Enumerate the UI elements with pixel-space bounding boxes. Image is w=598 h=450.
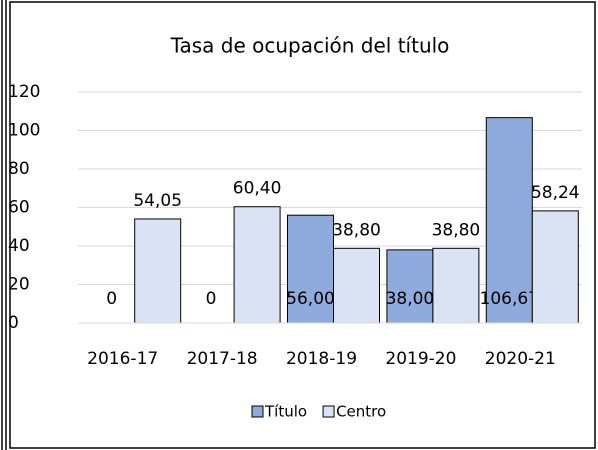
data-label: 58,24 [531,183,580,203]
bar [531,210,579,324]
y-tick-label: 100 [8,121,40,141]
bar [432,247,480,324]
y-tick-label: 20 [8,275,30,295]
y-tick-label: 40 [8,236,30,256]
y-tick-label: 120 [8,82,40,102]
x-tick-label: 2020-21 [485,349,556,369]
data-label: 38,00 [386,289,435,309]
legend-swatch [251,405,264,418]
bar [233,206,281,324]
y-tick-label: 80 [8,159,30,179]
data-label: 54,05 [133,191,182,211]
data-label: 38,80 [332,220,381,240]
bar [386,249,434,324]
legend-label: Centro [336,403,386,421]
data-label: 60,40 [233,179,282,199]
data-label: 56,00 [286,289,335,309]
legend-label: Título [264,403,307,421]
data-label: 38,80 [432,220,481,240]
data-label: 0 [106,289,117,309]
x-tick-label: 2017-18 [187,349,258,369]
y-tick-label: 0 [8,313,19,333]
chart-title: Tasa de ocupación del título [170,34,450,58]
data-label: 106,67 [480,289,539,309]
bar [333,247,380,324]
x-tick-label: 2016-17 [87,349,158,369]
data-label: 0 [206,289,217,309]
y-tick-label: 60 [8,198,30,218]
legend-swatch [322,405,335,418]
bar [134,218,182,324]
x-tick-label: 2018-19 [286,349,357,369]
x-tick-label: 2019-20 [385,349,456,369]
